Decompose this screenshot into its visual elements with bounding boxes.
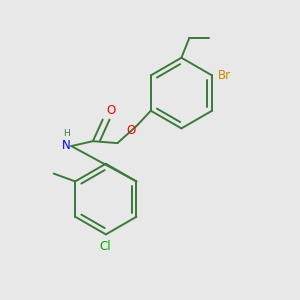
Text: O: O — [106, 103, 116, 117]
Text: Cl: Cl — [99, 240, 111, 253]
Text: O: O — [127, 124, 136, 137]
Text: Br: Br — [218, 69, 231, 82]
Text: H: H — [64, 129, 70, 138]
Text: N: N — [61, 139, 70, 152]
